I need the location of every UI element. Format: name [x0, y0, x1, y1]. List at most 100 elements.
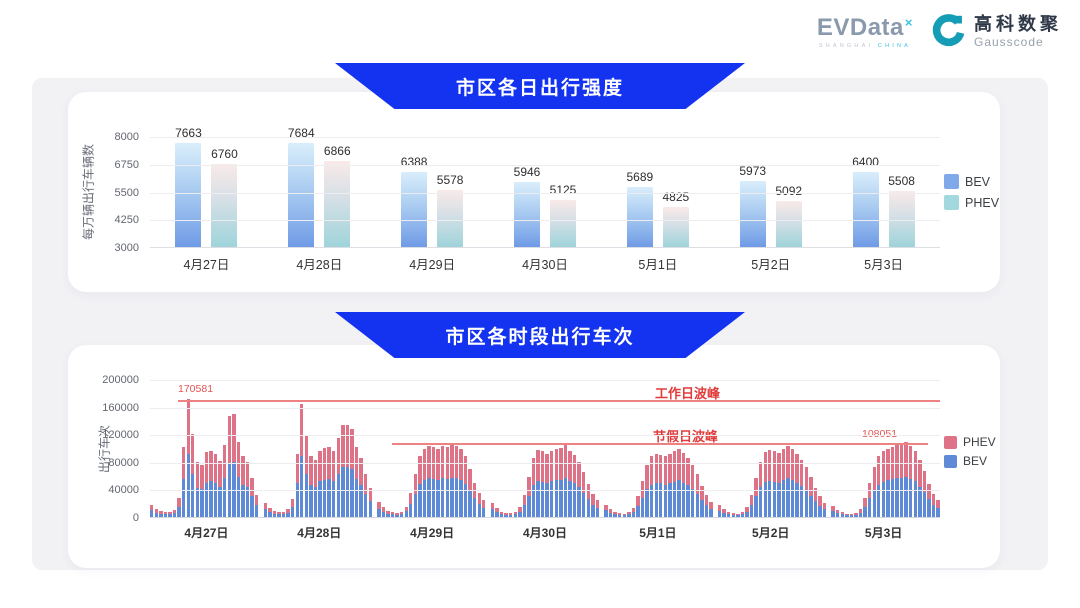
- phev-segment: [150, 504, 154, 511]
- phev-segment: [159, 510, 163, 514]
- hour-bar-stack: [177, 498, 181, 517]
- phev-segment: [849, 513, 854, 516]
- bev-segment: [268, 512, 272, 517]
- bev-segment: [836, 513, 840, 517]
- bev-segment: [200, 489, 204, 517]
- bev-segment: [223, 478, 227, 517]
- hour-bar-stack: [540, 451, 545, 517]
- hour-bar-stack: [363, 473, 368, 517]
- hour-bar-stack: [359, 458, 363, 517]
- bev-segment: [831, 510, 835, 517]
- x-tick-label: 5月1日: [638, 258, 678, 272]
- hour-bar-stack: [645, 465, 649, 517]
- bev-segment: [777, 482, 781, 517]
- hour-bar-stack: [518, 507, 522, 517]
- bev-segment: [740, 514, 745, 517]
- hour-bar-stack: [186, 399, 190, 517]
- bev-segment: [563, 478, 568, 517]
- x-tick-label: 4月30日: [522, 526, 568, 540]
- x-tick-label: 5月2日: [751, 258, 791, 272]
- hour-bar-stack: [286, 509, 290, 517]
- hour-bar-stack: [936, 500, 940, 517]
- phev-segment: [477, 492, 481, 504]
- bev-segment: [654, 482, 658, 517]
- bev-segment: [640, 497, 645, 517]
- phev-segment: [854, 512, 858, 515]
- phev-segment: [195, 461, 200, 489]
- bev-segment: [150, 510, 154, 517]
- hour-bar-stack: [922, 471, 927, 517]
- phev-segment: [386, 510, 390, 514]
- bev-segment: [545, 482, 549, 517]
- hour-bar-stack: [717, 505, 722, 517]
- bev-segment: [800, 485, 804, 517]
- bev-segment: [700, 500, 704, 517]
- phev-segment: [513, 512, 517, 515]
- phev-segment: [427, 445, 431, 479]
- hourly-trips-card: 出行车次 170581 工作日波峰 节假日波峰 108051 200000 160…: [68, 345, 1000, 568]
- hour-bar-stack: [513, 512, 517, 517]
- bev-segment: [241, 484, 245, 517]
- hour-bar-stack: [163, 511, 168, 517]
- evdata-x-icon: ×: [904, 14, 913, 30]
- phev-segment: [223, 445, 227, 479]
- hour-bar-stack: [527, 477, 531, 517]
- bev-segment: [350, 469, 354, 517]
- phev-segment: [508, 512, 513, 515]
- holiday-peak-value: 108051: [862, 428, 898, 440]
- phev-segment: [581, 472, 586, 493]
- bev-bar: 6388: [401, 155, 427, 247]
- y-tick-label: 80000: [108, 456, 139, 469]
- hour-bar-stack: [867, 482, 872, 517]
- bev-segment: [636, 505, 640, 517]
- bev-segment: [177, 506, 181, 517]
- legend-item-phev[interactable]: PHEV: [944, 195, 999, 210]
- phev-segment: [368, 488, 372, 502]
- hour-bar-stack: [536, 450, 540, 517]
- hour-bar-stack: [241, 456, 245, 517]
- hour-bar-stack: [181, 447, 186, 517]
- bev-segment: [409, 503, 413, 517]
- hour-bar-stack: [758, 461, 763, 517]
- daily-plot: 7663 6760 7684 6866 6388 5578 5946 5125 5689 4825…: [115, 126, 940, 254]
- bev-segment: [209, 481, 213, 517]
- phev-segment: [336, 437, 340, 475]
- bev-segment: [418, 483, 422, 517]
- legend-item-phev[interactable]: PHEV: [944, 435, 996, 449]
- y-tick-label: 160000: [102, 401, 139, 414]
- bev-segment: [399, 513, 404, 517]
- hour-bar-stack: [254, 494, 259, 517]
- bev-segment: [390, 514, 395, 517]
- hour-bar-stack: [336, 437, 340, 517]
- bev-segment: [472, 498, 477, 517]
- hour-bar-stack: [686, 458, 690, 517]
- phev-segment: [559, 448, 563, 480]
- hour-bar-stack: [763, 452, 767, 517]
- x-tick-label: 4月29日: [409, 258, 456, 272]
- phev-bar: 5578: [437, 173, 463, 247]
- phev-segment: [313, 460, 318, 487]
- bev-segment: [581, 492, 586, 517]
- bev-segment: [341, 467, 345, 517]
- bev-segment: [927, 499, 931, 517]
- phev-segment: [322, 448, 327, 480]
- phev-segment: [604, 504, 608, 511]
- phev-segment: [454, 445, 459, 479]
- hour-bar-stack: [463, 456, 468, 517]
- bev-segment: [559, 479, 563, 517]
- phev-segment: [490, 503, 495, 510]
- bev-segment: [763, 481, 767, 517]
- bev-swatch-icon: [944, 454, 957, 468]
- hourly-day-group: [604, 380, 713, 517]
- phev-segment: [663, 456, 668, 485]
- bev-segment: [154, 512, 158, 517]
- hour-bar-stack: [804, 467, 808, 517]
- hour-bar-stack: [831, 505, 835, 517]
- bev-segment: [577, 487, 581, 517]
- hour-bar-stack: [636, 496, 640, 517]
- bev-segment: [318, 481, 322, 517]
- legend-item-bev[interactable]: BEV: [944, 454, 996, 468]
- legend-item-bev[interactable]: BEV: [944, 174, 999, 189]
- hour-bar-stack: [740, 512, 745, 517]
- bev-segment: [386, 513, 390, 517]
